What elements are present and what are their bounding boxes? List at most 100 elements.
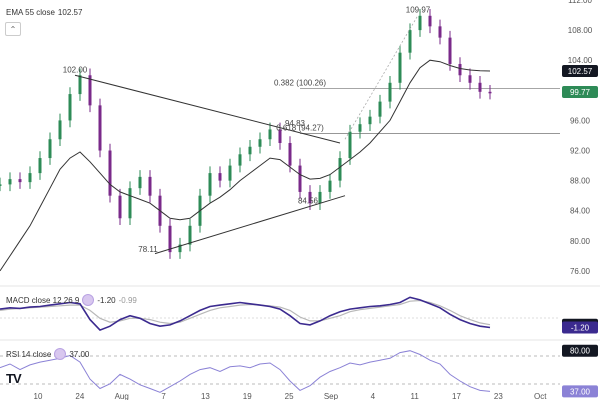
price-annotations: 102.00 78.11 94.83 84.56 109.97 0.382 (100.26…	[63, 5, 431, 254]
candle-body	[458, 63, 462, 76]
macd-legend[interactable]: MACD close 12 26 9 -1.20 -0.99	[6, 294, 137, 306]
price-tick-label: 88.00	[570, 177, 591, 186]
candle-body	[168, 225, 172, 253]
candle-body	[148, 176, 152, 196]
fib-anchor-line	[344, 15, 419, 140]
candle-body	[358, 124, 362, 132]
candle-body	[468, 75, 472, 83]
rsi-tag-text: 37.00	[570, 387, 591, 396]
collapse-legend-button[interactable]: ⌃	[5, 22, 21, 36]
candle-body	[478, 82, 482, 92]
ema-legend[interactable]: EMA 55 close 102.57	[6, 8, 82, 17]
candle-body	[388, 82, 392, 102]
candle-body	[188, 225, 192, 245]
candle-body	[0, 184, 2, 186]
candle-body	[328, 180, 332, 192]
price-tick-label: 80.00	[570, 237, 591, 246]
candle-body	[218, 173, 222, 181]
lower-trendline	[154, 195, 346, 255]
candle-body	[488, 91, 492, 94]
time-tick-label: 25	[285, 392, 294, 400]
price-annotation: 94.83	[285, 119, 306, 128]
candle-body	[348, 131, 352, 159]
candle-body	[68, 94, 72, 121]
price-tag: 102.57	[562, 64, 598, 77]
time-axis[interactable]: 10 24 Aug 7 13 19 25 Sep 4 11 17 23 Oct	[34, 392, 548, 400]
candle-body	[268, 129, 272, 140]
tradingview-logo[interactable]: TV	[6, 371, 22, 386]
fib-lines	[300, 87, 560, 134]
price-tick-label: 76.00	[570, 267, 591, 276]
price-labels: 102.57 99.77	[562, 64, 598, 99]
rsi-legend-value: 37.00	[69, 349, 90, 359]
price-tick-label: 112.00	[568, 0, 592, 5]
price-pane: 76.0080.0084.0088.0092.0096.00100.00104.…	[0, 0, 598, 276]
time-tick-label: 7	[161, 392, 166, 400]
price-annotation: 84.56	[298, 197, 319, 206]
macd-tag-bg	[562, 321, 598, 334]
price-tick-label: 84.00	[570, 207, 591, 216]
time-tick-label: 19	[243, 392, 252, 400]
candle-body	[178, 244, 182, 253]
macd-tag-text: -1.20	[571, 323, 590, 332]
macd-legend-label: MACD close 12 26 9	[6, 295, 80, 305]
candle-body	[298, 165, 302, 192]
rsi-legend[interactable]: RSI 14 close 37.00	[6, 348, 89, 360]
macd-pane: -0.99-1.20	[0, 296, 598, 334]
price-tag: 99.77	[562, 86, 598, 99]
time-tick-label: 17	[452, 392, 461, 400]
time-tick-label: Sep	[324, 392, 339, 400]
price-axis: 76.0080.0084.0088.0092.0096.00100.00104.…	[568, 0, 593, 276]
candle-body	[98, 105, 102, 151]
candle-body	[228, 165, 232, 181]
candle-body	[368, 116, 372, 125]
price-annotation: 109.97	[406, 5, 431, 14]
candle-body	[248, 146, 252, 155]
candle-body	[88, 75, 92, 106]
time-tick-label: 4	[371, 392, 376, 400]
macd-line	[0, 296, 491, 332]
candle-body	[128, 188, 132, 219]
candle-body	[18, 179, 22, 183]
rsi-tag-text: 80.00	[570, 347, 591, 356]
candle-body	[438, 26, 442, 38]
price-tick-label: 108.00	[568, 26, 593, 35]
ema-legend-value: 102.57	[57, 8, 83, 17]
price-annotation: 102.00	[63, 65, 88, 74]
price-tag-bg	[562, 86, 598, 99]
macd-legend-value: -1.20	[97, 295, 116, 305]
macd-signal-legend-value: -0.99	[118, 295, 137, 305]
candle-body	[78, 75, 82, 95]
rsi-legend-label: RSI 14 close	[6, 349, 52, 359]
candle-body	[278, 129, 282, 143]
candle-body	[288, 143, 292, 166]
time-tick-label: 13	[201, 392, 210, 400]
upper-trendline	[74, 74, 341, 144]
rsi-pane: 80.00 37.00	[0, 344, 598, 398]
price-tag-text: 99.77	[570, 88, 591, 97]
rsi-tag-bg	[562, 385, 598, 398]
candle-body	[138, 176, 142, 189]
candle-body	[48, 139, 52, 159]
candle-body	[58, 120, 62, 140]
time-tick-label: Oct	[534, 392, 547, 400]
price-annotation: 0.618 (94.27)	[276, 123, 324, 132]
candle-body	[108, 150, 112, 196]
indicator-dot-icon	[82, 294, 95, 306]
price-tag-bg	[562, 64, 598, 77]
chevron-up-icon: ⌃	[9, 24, 17, 34]
macd-tag: -1.20	[562, 321, 598, 334]
candle-body	[38, 158, 42, 174]
triangle-trendlines	[74, 15, 419, 255]
price-annotation: 0.382 (100.26)	[274, 78, 326, 87]
candle-body	[448, 37, 452, 64]
candle-body	[378, 101, 382, 117]
candle-body	[338, 158, 342, 181]
candle-body	[318, 191, 322, 204]
candle-body	[408, 30, 412, 53]
candle-body	[428, 15, 432, 27]
rsi-tag: 37.00	[562, 385, 598, 398]
candle-body	[208, 173, 212, 196]
time-tick-label: 24	[75, 392, 84, 400]
